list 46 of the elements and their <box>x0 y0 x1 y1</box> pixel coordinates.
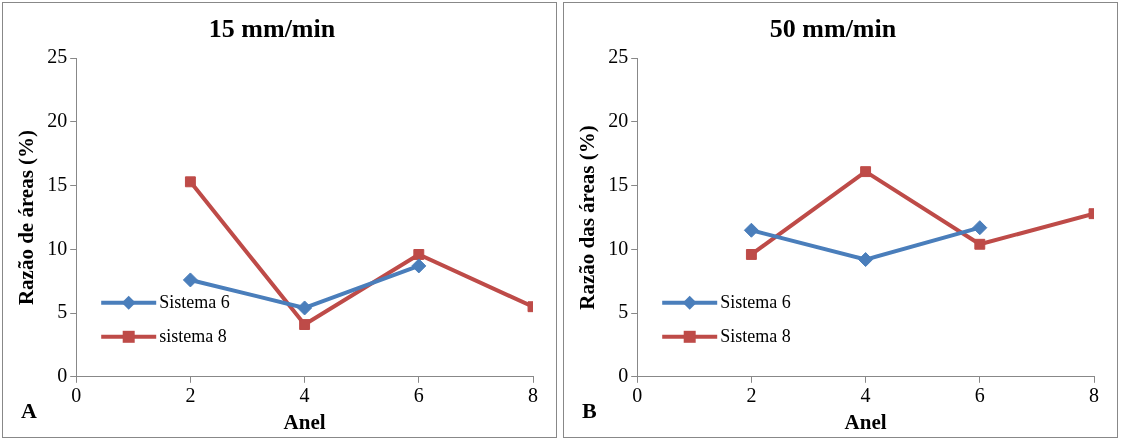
y-tick-label: 25 <box>608 45 629 68</box>
point <box>182 272 198 288</box>
y-tick-label: 10 <box>608 236 629 259</box>
point <box>413 249 425 260</box>
y-tick-label: 0 <box>618 364 629 387</box>
point <box>858 252 874 268</box>
y-tick-label: 20 <box>47 109 68 132</box>
legend-label: Sistema 6 <box>159 291 230 312</box>
legend-label: Sistema 6 <box>720 291 791 312</box>
point <box>860 166 872 178</box>
text: A <box>21 398 37 423</box>
x-tick-label: 8 <box>1089 384 1099 407</box>
y-axis-title: Razão de áreas (%) <box>14 129 39 306</box>
x-axis-title: Anel <box>844 409 887 434</box>
text: B <box>582 398 597 423</box>
y-tick-label: 20 <box>608 109 629 132</box>
x-tick-label: 4 <box>860 384 871 407</box>
x-tick-label: 6 <box>413 384 424 407</box>
legend-label: sistema 8 <box>159 325 227 346</box>
chart-title: 15 mm/min <box>208 14 336 44</box>
point <box>299 319 311 330</box>
x-tick-label: 0 <box>632 384 643 407</box>
x-tick-label: 0 <box>71 384 82 407</box>
y-axis-title: Razão das áreas (%) <box>575 125 600 310</box>
legend-label: Sistema 8 <box>720 325 791 346</box>
y-tick-label: 25 <box>47 45 68 68</box>
point <box>974 238 986 250</box>
y-tick-label: 5 <box>618 300 629 323</box>
x-tick-label: 2 <box>746 384 757 407</box>
x-tick-label: 8 <box>528 384 538 407</box>
x-tick-label: 2 <box>185 384 196 407</box>
point <box>411 258 427 274</box>
point <box>184 176 196 188</box>
x-axis-title: Anel <box>283 409 326 434</box>
point <box>745 249 757 260</box>
y-tick-label: 10 <box>47 236 68 259</box>
y-tick-label: 15 <box>47 172 68 195</box>
y-tick-label: 15 <box>608 172 629 195</box>
x-tick-label: 4 <box>299 384 310 407</box>
x-tick-label: 6 <box>974 384 985 407</box>
chart-title: 50 mm/min <box>769 14 897 44</box>
point <box>972 220 988 236</box>
y-tick-label: 0 <box>57 364 68 387</box>
y-tick-label: 5 <box>57 300 68 323</box>
point <box>743 222 759 238</box>
point <box>297 300 313 316</box>
